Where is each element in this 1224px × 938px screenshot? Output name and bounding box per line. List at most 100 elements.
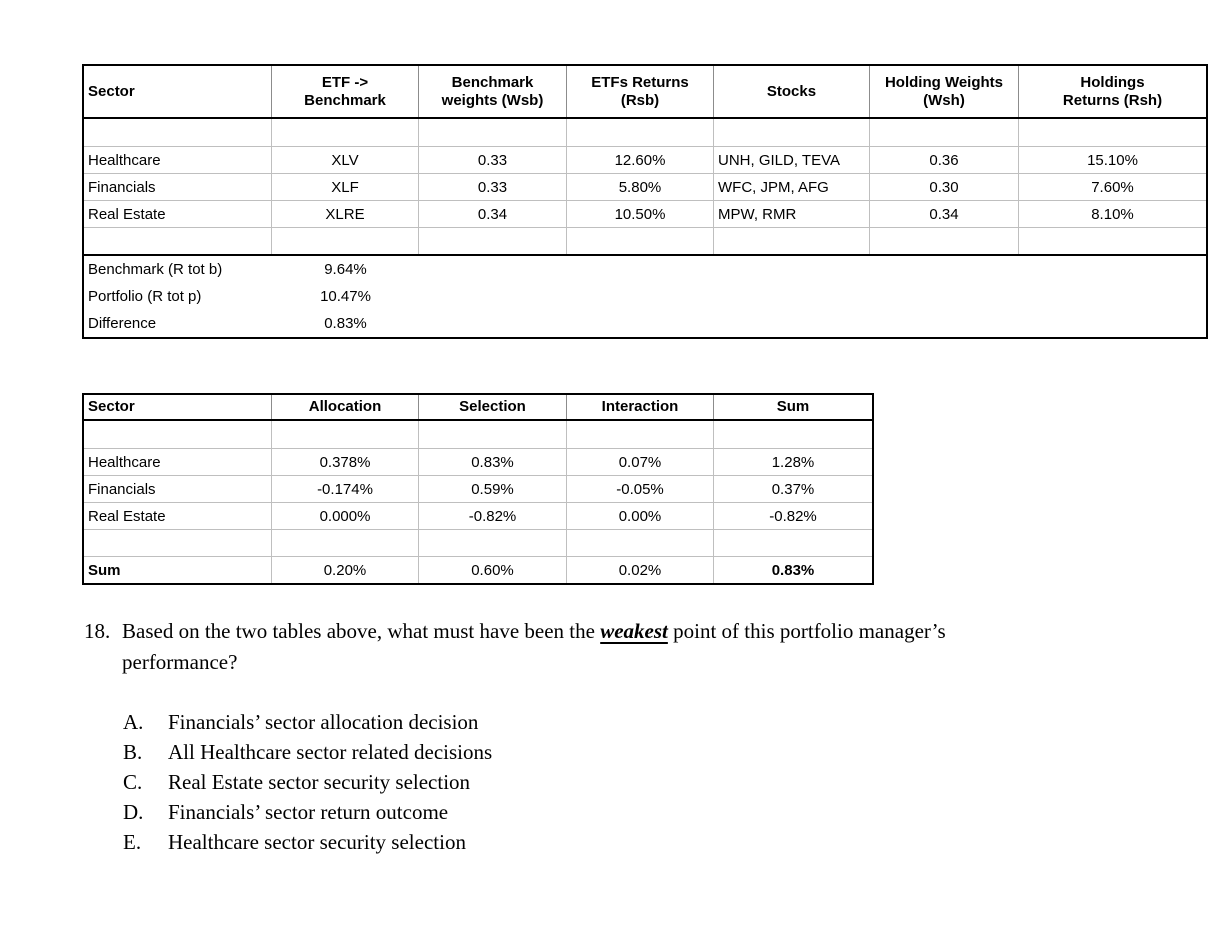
cell-etf: XLRE — [272, 201, 419, 227]
header-etf-benchmark: ETF -> Benchmark — [272, 66, 419, 117]
cell-sum: 1.28% — [771, 453, 815, 471]
table-body: Healthcare XLV 0.33 12.60% UNH, GILD, TE… — [84, 119, 1206, 254]
empty-cell — [870, 119, 1019, 146]
cell-etf-return: 12.60% — [567, 147, 714, 173]
header-holding-weights: Holding Weights (Wsh) — [870, 66, 1019, 117]
empty-cell — [84, 530, 272, 556]
empty-cell — [714, 119, 870, 146]
header-interaction: Interaction — [567, 395, 714, 419]
cell-allocation: 0.000% — [272, 503, 419, 529]
cell-selection: 0.83% — [419, 449, 567, 475]
cell-stocks: WFC, JPM, AFG — [714, 174, 870, 200]
header-holdings-returns: Holdings Returns (Rsh) — [1062, 73, 1163, 109]
empty-cell — [419, 119, 567, 146]
cell-sum-total: 0.83% — [771, 561, 815, 579]
empty-row — [84, 227, 1206, 254]
empty-cell — [272, 421, 419, 448]
summary-row-portfolio: Portfolio (R tot p) 10.47% — [84, 283, 1206, 310]
table-row-healthcare: Healthcare XLV 0.33 12.60% UNH, GILD, TE… — [84, 146, 1206, 173]
table-header-row: Sector Allocation Selection Interaction … — [84, 395, 872, 421]
empty-cell — [567, 119, 714, 146]
sum-row: Sum 0.20% 0.60% 0.02% 0.83% — [84, 556, 872, 583]
empty-cell — [84, 228, 272, 254]
empty-cell — [567, 421, 714, 448]
totals-section: Benchmark (R tot b) 9.64% Portfolio (R t… — [84, 254, 1206, 337]
empty-cell — [84, 421, 272, 448]
header-sum: Sum — [776, 398, 810, 415]
cell-interaction: 0.00% — [567, 503, 714, 529]
empty-cell — [714, 421, 872, 448]
cell-stocks: MPW, RMR — [714, 201, 870, 227]
cell-sum-allocation: 0.20% — [272, 557, 419, 583]
cell-allocation: 0.378% — [272, 449, 419, 475]
header-etfs-returns: ETFs Returns (Rsb) — [567, 66, 714, 117]
option-row-b: B. All Healthcare sector related decisio… — [123, 737, 492, 767]
cell-sector: Real Estate — [84, 201, 272, 227]
cell-stocks: UNH, GILD, TEVA — [714, 147, 870, 173]
empty-cell — [419, 530, 567, 556]
header-benchmark-weights: Benchmark weights (Wsb) — [419, 66, 567, 117]
cell-holding-return: 8.10% — [1091, 205, 1134, 223]
table-row-healthcare: Healthcare 0.378% 0.83% 0.07% 1.28% — [84, 448, 872, 475]
empty-cell — [567, 228, 714, 254]
question-text: 18. Based on the two tables above, what … — [84, 616, 1194, 678]
cell-interaction: 0.07% — [567, 449, 714, 475]
cell-sector: Healthcare — [84, 147, 272, 173]
cell-sector: Real Estate — [84, 503, 272, 529]
question-block: 18. Based on the two tables above, what … — [84, 616, 1194, 678]
cell-sum-interaction: 0.02% — [567, 557, 714, 583]
option-row-c: C. Real Estate sector security selection — [123, 767, 492, 797]
option-text: Real Estate sector security selection — [168, 770, 471, 794]
table-row-financials: Financials -0.174% 0.59% -0.05% 0.37% — [84, 475, 872, 502]
summary-label: Portfolio (R tot p) — [88, 288, 202, 305]
option-row-d: D. Financials’ sector return outcome — [123, 797, 492, 827]
empty-cell — [714, 228, 870, 254]
summary-value: 9.64% — [324, 261, 367, 278]
summary-label: Difference — [88, 315, 157, 332]
header-allocation: Allocation — [272, 395, 419, 419]
cell-sector: Financials — [84, 174, 272, 200]
cell-interaction: -0.05% — [567, 476, 714, 502]
empty-cell — [84, 119, 272, 146]
option-text: Financials’ sector return outcome — [168, 800, 449, 824]
cell-holding-weight: 0.36 — [870, 147, 1019, 173]
cell-benchmark-weight: 0.33 — [419, 147, 567, 173]
empty-cell — [1019, 119, 1206, 146]
cell-allocation: -0.174% — [272, 476, 419, 502]
cell-sum-label: Sum — [84, 557, 272, 583]
option-text: All Healthcare sector related decisions — [168, 740, 493, 764]
header-sector: Sector — [84, 66, 272, 117]
summary-value: 0.83% — [324, 315, 367, 332]
header-sector: Sector — [84, 395, 272, 419]
cell-holding-weight: 0.30 — [870, 174, 1019, 200]
empty-cell — [419, 421, 567, 448]
attribution-table: Sector Allocation Selection Interaction … — [82, 393, 874, 585]
empty-row — [84, 119, 1206, 146]
option-letter: D. — [123, 800, 144, 824]
header-selection: Selection — [419, 395, 567, 419]
empty-cell — [567, 530, 714, 556]
option-text: Healthcare sector security selection — [168, 830, 466, 854]
summary-value: 10.47% — [320, 288, 371, 305]
summary-label: Benchmark (R tot b) — [88, 261, 223, 278]
table-body: Healthcare 0.378% 0.83% 0.07% 1.28% Fina… — [84, 421, 872, 583]
question-number: 18. — [84, 619, 111, 643]
option-row-e: E. Healthcare sector security selection — [123, 827, 492, 857]
question-lead: Based on the two tables above, what must… — [122, 619, 601, 643]
answer-options: A. Financials’ sector allocation decisio… — [123, 707, 492, 857]
cell-sector: Financials — [84, 476, 272, 502]
option-text: Financials’ sector allocation decision — [168, 710, 479, 734]
cell-holding-weight: 0.34 — [870, 201, 1019, 227]
option-letter: A. — [123, 710, 144, 734]
cell-selection: -0.82% — [419, 503, 567, 529]
cell-etf-return: 5.80% — [567, 174, 714, 200]
empty-row — [84, 421, 872, 448]
header-stocks: Stocks — [714, 66, 870, 117]
option-letter: C. — [123, 770, 143, 794]
table-row-real-estate: Real Estate 0.000% -0.82% 0.00% -0.82% — [84, 502, 872, 529]
empty-cell — [419, 228, 567, 254]
summary-row-difference: Difference 0.83% — [84, 310, 1206, 337]
table-row-real-estate: Real Estate XLRE 0.34 10.50% MPW, RMR 0.… — [84, 200, 1206, 227]
question-tail2: performance? — [122, 650, 238, 674]
